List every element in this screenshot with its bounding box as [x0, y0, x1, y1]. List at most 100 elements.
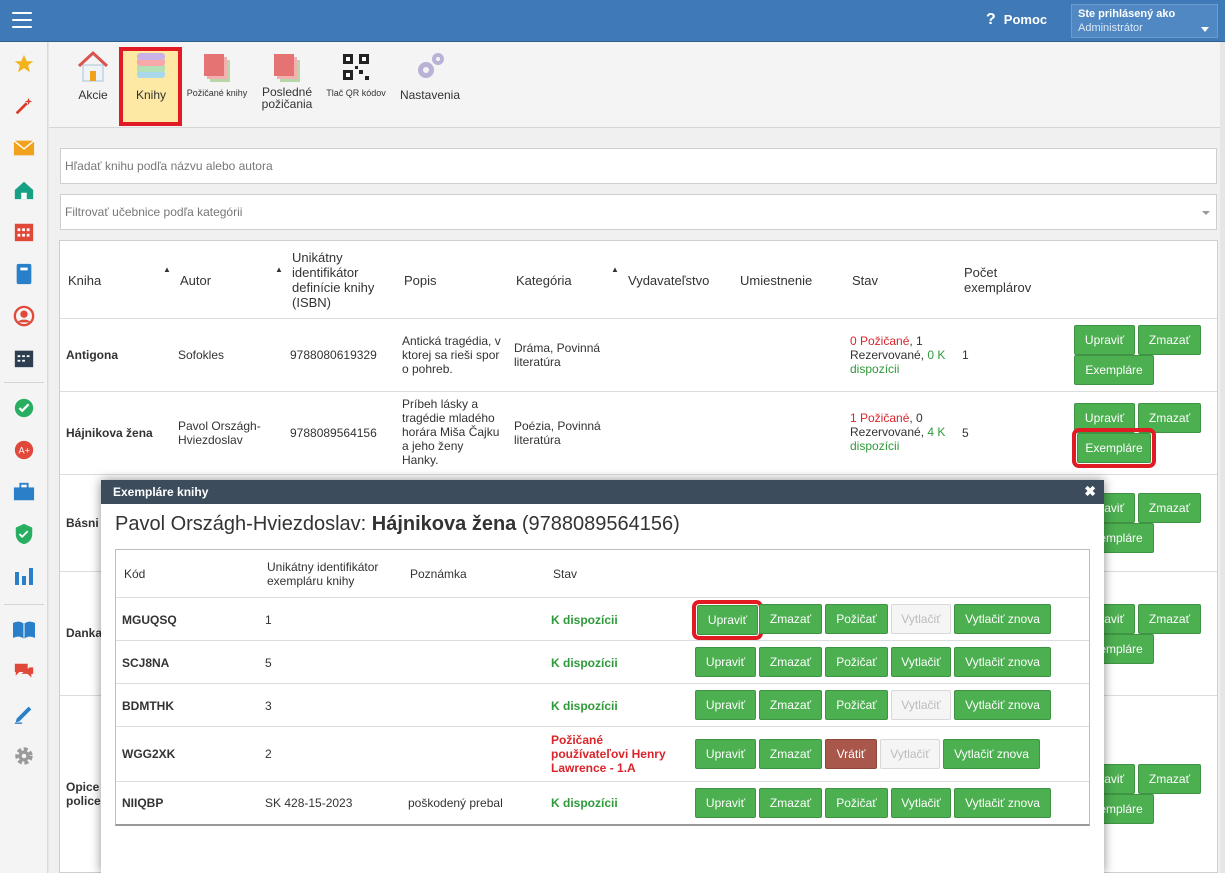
house-icon [77, 50, 109, 82]
briefcase-icon[interactable] [12, 480, 36, 504]
toolbar-item-tlac-qr[interactable]: Tlač QR kódov [323, 50, 389, 98]
gear-icon[interactable] [12, 744, 36, 768]
delete-copy-button[interactable]: Zmazať [759, 739, 822, 769]
gears-icon [418, 53, 444, 78]
delete-copy-button[interactable]: Zmazať [759, 604, 822, 634]
copy-id: 3 [265, 699, 272, 713]
book-title: Danka [66, 626, 103, 640]
reprint-button[interactable]: Vytlačiť znova [954, 647, 1051, 677]
toolbar-item-knihy[interactable]: Knihy [129, 50, 173, 102]
table-row: SCJ8NA 5 K dispozícii Upraviť Zmazať Pož… [116, 640, 1089, 683]
stacked-books-icon [137, 53, 165, 78]
borrow-button[interactable]: Požičať [825, 690, 888, 720]
copy-status: K dispozícii [551, 699, 618, 713]
print-button[interactable]: Vytlačiť [891, 690, 951, 720]
module-toolbar: Akcie Knihy Požičané knihy Posledné poži… [49, 42, 1220, 128]
grade-icon[interactable]: A+ [12, 438, 36, 462]
delete-copy-button[interactable]: Zmazať [759, 788, 822, 818]
header-isbn[interactable]: Unikátny identifikátor definície knihy (… [292, 250, 375, 310]
borrowed-books-icon [204, 54, 230, 82]
edit-copy-button[interactable]: Upraviť [692, 600, 763, 640]
header-kategoria[interactable]: Kategória [516, 273, 572, 288]
delete-book-button[interactable]: Zmazať [1138, 493, 1201, 523]
copy-id: SK 428-15-2023 [265, 796, 353, 810]
print-button[interactable]: Vytlačiť [891, 647, 951, 677]
delete-book-button[interactable]: Zmazať [1138, 604, 1201, 634]
delete-copy-button[interactable]: Zmazať [759, 690, 822, 720]
return-button[interactable]: Vrátiť [825, 739, 877, 769]
book-author: Sofokles [178, 348, 225, 362]
edit-copy-button[interactable]: Upraviť [695, 788, 756, 818]
borrow-button[interactable]: Požičať [825, 788, 888, 818]
category-filter-select[interactable]: Filtrovať učebnice podľa kategórii [60, 194, 1217, 230]
pen-icon[interactable] [12, 702, 36, 726]
edit-copy-button[interactable]: Upraviť [695, 739, 756, 769]
delete-book-button[interactable]: Zmazať [1138, 764, 1201, 794]
sort-up-icon[interactable]: ▲ [611, 265, 619, 274]
notebook-icon[interactable] [12, 262, 36, 286]
copies-modal: Exempláre knihy ✖ Pavol Országh-Hviezdosl… [101, 480, 1104, 873]
reprint-button[interactable]: Vytlačiť znova [943, 739, 1040, 769]
delete-book-button[interactable]: Zmazať [1138, 325, 1201, 355]
calendar-icon[interactable] [12, 220, 36, 244]
help-link[interactable]: ? Pomoc [986, 11, 1048, 28]
reprint-button[interactable]: Vytlačiť znova [954, 690, 1051, 720]
edit-copy-button[interactable]: Upraviť [695, 690, 756, 720]
menu-icon[interactable] [12, 12, 32, 28]
schedule-icon[interactable] [12, 346, 36, 370]
reprint-button[interactable]: Vytlačiť znova [954, 788, 1051, 818]
close-icon[interactable]: ✖ [1084, 483, 1096, 499]
header-popis[interactable]: Popis [404, 273, 437, 288]
book-status: 1 Požičané, 0 Rezervované, 4 K dispozíci… [850, 411, 946, 453]
user-dropdown[interactable]: Ste prihlásený ako Administrátor [1071, 4, 1218, 38]
mail-icon[interactable] [12, 136, 36, 160]
borrow-button[interactable]: Požičať [825, 604, 888, 634]
search-input[interactable]: Hľadať knihu podľa názvu alebo autora [60, 148, 1217, 184]
delete-copy-button[interactable]: Zmazať [759, 647, 822, 677]
modal-header: Exempláre knihy ✖ [101, 480, 1104, 504]
copy-id: 5 [265, 656, 272, 670]
copies-button[interactable]: Exempláre [1072, 428, 1156, 468]
print-button[interactable]: Vytlačiť [891, 604, 951, 634]
edit-copy-button[interactable]: Upraviť [695, 647, 756, 677]
sort-up-icon[interactable]: ▲ [163, 265, 171, 274]
toolbar-item-posledne-pozicania[interactable]: Posledné požičania [259, 50, 315, 110]
print-button[interactable]: Vytlačiť [891, 788, 951, 818]
copies-button[interactable]: Exempláre [1074, 355, 1154, 385]
star-icon[interactable] [12, 52, 36, 76]
delete-book-button[interactable]: Zmazať [1138, 403, 1201, 433]
sort-up-icon[interactable]: ▲ [275, 265, 283, 274]
chevron-down-icon [1202, 211, 1210, 215]
print-button[interactable]: Vytlačiť [880, 739, 940, 769]
header-stav: Stav [553, 567, 578, 581]
table-row: WGG2XK 2 Požičané používateľovi Henry La… [116, 726, 1089, 781]
header-stav[interactable]: Stav [852, 273, 879, 288]
shield-icon[interactable] [12, 522, 36, 546]
edit-book-button[interactable]: Upraviť [1074, 403, 1135, 433]
copy-status: K dispozícii [551, 796, 618, 810]
magic-wand-icon[interactable] [12, 94, 36, 118]
toolbar-item-nastavenia[interactable]: Nastavenia [399, 50, 461, 102]
bar-chart-icon[interactable] [12, 564, 36, 588]
header-umiestnenie[interactable]: Umiestnenie [740, 273, 813, 288]
recent-loans-icon [274, 54, 300, 82]
chat-icon[interactable] [12, 660, 36, 684]
check-circle-icon[interactable] [12, 396, 36, 420]
toolbar-item-akcie[interactable]: Akcie [75, 50, 111, 102]
copy-status: K dispozícii [551, 613, 618, 627]
header-vydavatelstvo[interactable]: Vydavateľstvo [628, 273, 710, 288]
copy-id: 1 [265, 613, 272, 627]
table-row: MGUQSQ 1 K dispozícii Upraviť Zmazať Pož… [116, 597, 1089, 640]
reprint-button[interactable]: Vytlačiť znova [954, 604, 1051, 634]
open-book-icon[interactable] [12, 618, 36, 642]
header-poznamka: Poznámka [410, 567, 467, 581]
home-icon[interactable] [12, 178, 36, 202]
header-pocet[interactable]: Počet exemplárov [964, 265, 1032, 295]
book-status: 0 Požičané, 1 Rezervované, 0 K dispozíci… [850, 334, 946, 376]
toolbar-item-pozicane-knihy[interactable]: Požičané knihy [185, 50, 249, 98]
header-autor[interactable]: Autor [180, 273, 212, 288]
borrow-button[interactable]: Požičať [825, 647, 888, 677]
edit-book-button[interactable]: Upraviť [1074, 325, 1135, 355]
header-kniha[interactable]: Kniha [68, 273, 102, 288]
user-icon[interactable] [12, 304, 36, 328]
